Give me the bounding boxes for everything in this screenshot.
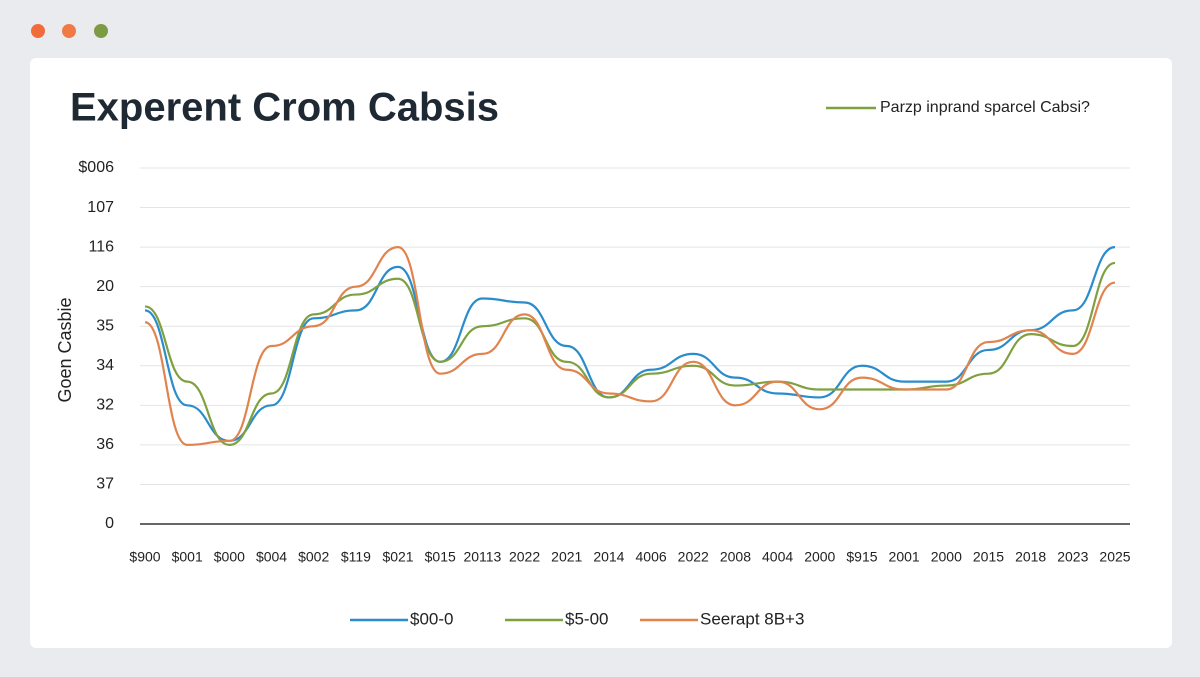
x-tick-label: $000 [214, 549, 245, 565]
card [30, 58, 1172, 648]
legend-label: Seerapt 8B+3 [700, 609, 804, 628]
y-tick-label: 37 [96, 476, 114, 493]
series-line [144, 246, 1116, 446]
annotation: Parzp inprand sparcel Cabsi? [880, 99, 1090, 116]
legend-label: $00-0 [410, 609, 453, 628]
x-tick-label: $900 [129, 549, 160, 565]
y-tick-label: 34 [96, 357, 114, 374]
legend-label: $5-00 [565, 609, 608, 628]
x-tick-label: 2015 [973, 549, 1004, 565]
y-tick-label: 116 [88, 238, 114, 255]
x-tick-label: 2014 [593, 549, 624, 565]
x-tick-label: 2000 [931, 549, 962, 565]
y-tick-label: 36 [96, 436, 114, 453]
y-tick-label: $006 [78, 159, 114, 176]
x-tick-label: 2022 [509, 549, 540, 565]
chart-title: Experent Crom Cabsis [70, 86, 499, 130]
x-tick-label: 2023 [1057, 549, 1088, 565]
series-line [144, 261, 1116, 446]
x-tick-label: $015 [425, 549, 456, 565]
x-tick-label: 2001 [889, 549, 920, 565]
x-tick-label: $004 [256, 549, 287, 565]
x-tick-label: 2008 [720, 549, 751, 565]
x-tick-label: $119 [341, 549, 371, 565]
y-tick-label: 20 [96, 278, 114, 295]
x-tick-label: 2018 [1015, 549, 1046, 565]
x-tick-label: 2022 [678, 549, 709, 565]
window-dot[interactable] [94, 24, 108, 38]
y-axis-label: Goen Casbie [55, 297, 75, 402]
x-tick-label: $915 [846, 549, 877, 565]
window-dot[interactable] [31, 24, 45, 38]
x-tick-label: 2021 [551, 549, 582, 565]
x-tick-label: 4004 [762, 549, 793, 565]
x-tick-label: $001 [172, 549, 203, 565]
y-tick-label: 35 [96, 317, 114, 334]
y-tick-label: 0 [105, 515, 114, 532]
x-tick-label: 2025 [1099, 549, 1130, 565]
x-tick-label: $002 [298, 549, 329, 565]
x-tick-label: 4006 [636, 549, 667, 565]
x-tick-label: $021 [382, 549, 413, 565]
x-tick-label: 2000 [804, 549, 835, 565]
y-tick-label: 107 [87, 199, 114, 216]
x-tick-label: 20113 [463, 549, 501, 565]
window-dot[interactable] [62, 24, 76, 38]
y-tick-label: 32 [96, 397, 114, 414]
